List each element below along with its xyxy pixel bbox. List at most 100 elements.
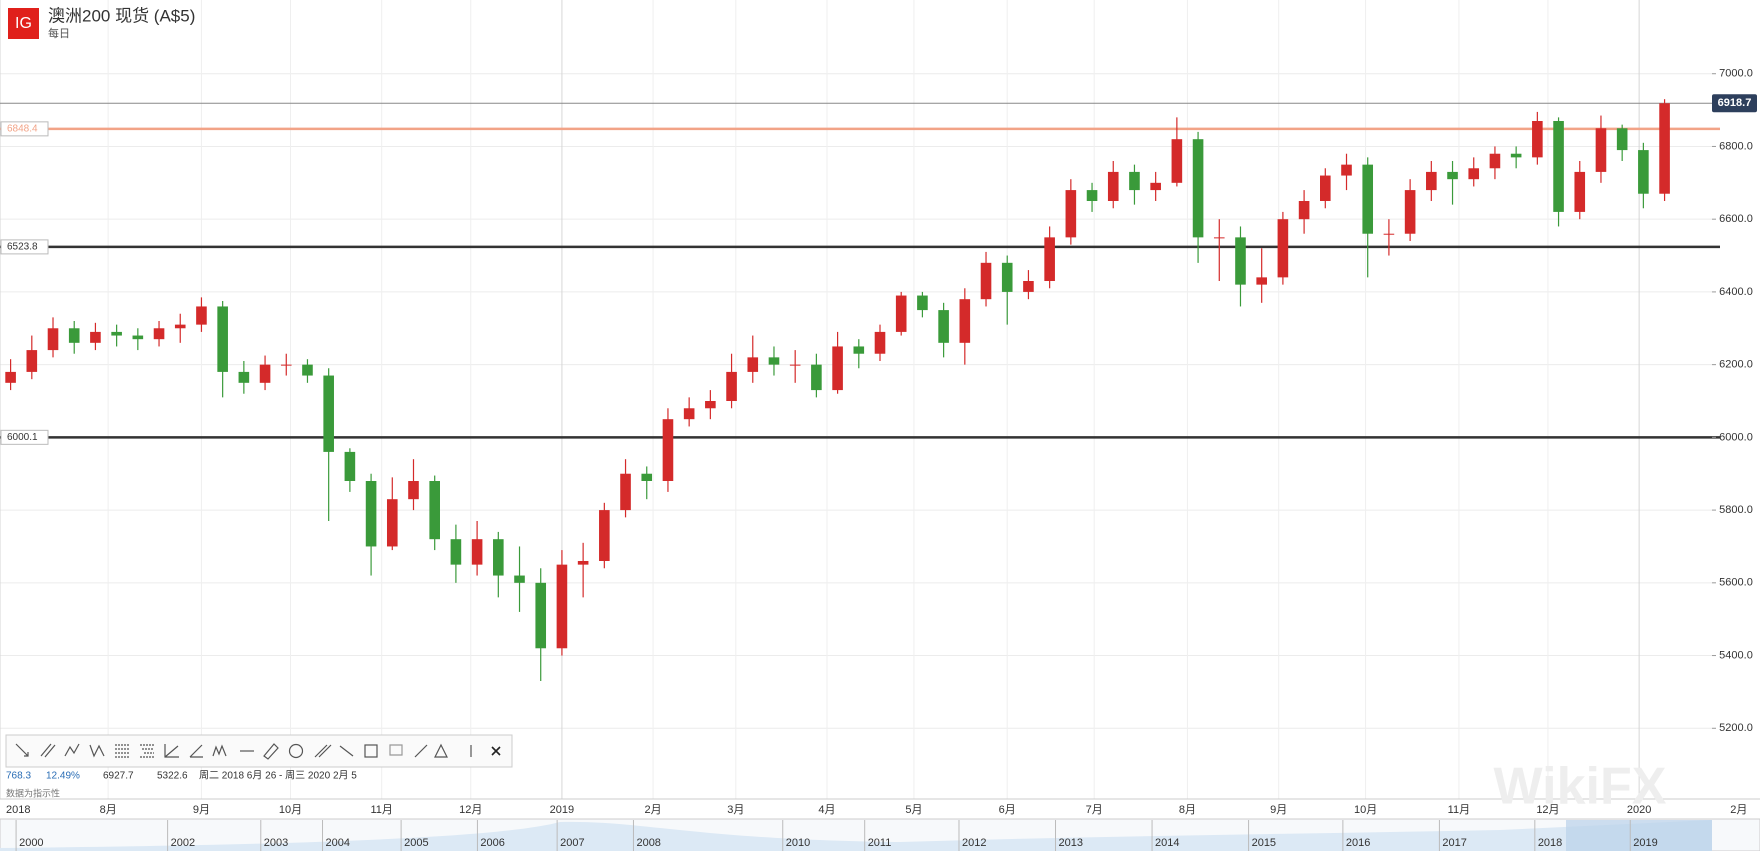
candle-body — [280, 364, 292, 366]
candle-body — [1553, 121, 1564, 212]
candle-body — [1659, 103, 1670, 194]
candle-body — [599, 510, 610, 561]
candle-body — [323, 375, 334, 452]
candle-body — [1383, 233, 1395, 235]
tool-fib-ext[interactable] — [140, 744, 154, 758]
tool-pattern[interactable] — [212, 744, 227, 757]
candle-body — [111, 331, 122, 336]
candle-body — [1447, 171, 1458, 180]
tool-parallel[interactable] — [40, 743, 56, 758]
candle-body — [1235, 237, 1246, 285]
candle-body — [47, 328, 59, 351]
candle-body — [959, 299, 971, 343]
candle-body — [1595, 128, 1607, 172]
x-tick-label: 10月 — [1354, 804, 1377, 816]
candle-body — [217, 306, 228, 372]
y-tick-label: 6400.0 — [1719, 286, 1753, 298]
candle-body — [1616, 128, 1628, 151]
candle-body — [90, 331, 101, 343]
candle-body — [1510, 153, 1522, 158]
candle-body — [5, 371, 16, 383]
candle-body — [1192, 139, 1204, 238]
candle-body — [811, 364, 822, 391]
navigator-year: 2014 — [1155, 837, 1179, 849]
last-price-label: 6918.7 — [1718, 97, 1752, 109]
level-label: 6000.1 — [7, 432, 38, 443]
tool-wave[interactable] — [89, 744, 105, 758]
candle-body — [344, 451, 356, 481]
tool-close[interactable] — [491, 746, 501, 756]
last-price-badge — [1712, 94, 1757, 113]
level-label: 6848.4 — [7, 123, 38, 134]
navigator-year: 2003 — [264, 837, 288, 849]
tool-segment[interactable] — [339, 745, 354, 757]
tool-line[interactable] — [414, 744, 428, 758]
interval: 每日 — [48, 26, 70, 40]
candle-body — [683, 408, 695, 420]
level-label-box — [0, 239, 49, 255]
drawing-toolbar — [5, 734, 513, 768]
candle-body — [620, 473, 631, 511]
navigator-year: 2008 — [636, 837, 660, 849]
stat-range: 周二 2018 6月 26 - 周三 2020 2月 5 — [199, 770, 357, 782]
tool-triangle[interactable] — [434, 743, 448, 758]
x-tick-label: 4月 — [818, 804, 835, 816]
candle-body — [1574, 171, 1586, 212]
y-tick-label: 5600.0 — [1719, 577, 1753, 589]
x-tick-label: 8月 — [1179, 804, 1196, 816]
x-tick-label: 10月 — [279, 804, 302, 816]
candle-body — [1532, 121, 1543, 158]
candle-body — [1171, 139, 1183, 183]
tool-arrow[interactable] — [15, 743, 29, 757]
candle-body — [895, 295, 907, 332]
tool-fib[interactable] — [115, 744, 129, 758]
candle-body — [450, 539, 462, 565]
tool-rect[interactable] — [364, 744, 378, 758]
x-tick-label: 2月 — [1730, 804, 1747, 816]
tool-fan[interactable] — [164, 744, 179, 758]
navigator-year: 2007 — [560, 837, 584, 849]
candle-body — [238, 371, 250, 383]
candle-body — [429, 481, 440, 540]
tool-circle[interactable] — [288, 743, 304, 759]
navigator-year: 2011 — [868, 837, 892, 849]
tool-ruler[interactable] — [263, 743, 279, 760]
candle-body — [1468, 168, 1480, 180]
x-tick-label: 7月 — [1086, 804, 1103, 816]
x-tick-label: 12月 — [1536, 804, 1559, 816]
navigator-year: 2002 — [171, 837, 195, 849]
candle-body — [789, 364, 801, 366]
candle-body — [1044, 237, 1055, 281]
tool-angle[interactable] — [189, 744, 203, 758]
candle-body — [1023, 281, 1034, 292]
candle-body — [1129, 171, 1140, 191]
stat-change: 768.3 — [6, 771, 31, 782]
y-tick-label: 5800.0 — [1719, 504, 1753, 516]
y-tick-label: 7000.0 — [1719, 68, 1753, 80]
navigator-year: 2019 — [1633, 837, 1657, 849]
candle-body — [1341, 164, 1352, 176]
candle-body — [938, 310, 949, 343]
tool-channel[interactable] — [314, 744, 332, 758]
candle-body — [577, 561, 589, 565]
candle-body — [1404, 190, 1416, 234]
candle-body — [535, 582, 547, 649]
x-tick-label: 11月 — [1448, 804, 1470, 816]
x-tick-label: 2019 — [550, 804, 574, 816]
candle-body — [1298, 201, 1310, 220]
toolbar-box — [5, 734, 513, 768]
navigator-year: 2005 — [404, 837, 428, 849]
x-tick-label: 5月 — [905, 804, 922, 816]
y-tick-label: 6200.0 — [1719, 359, 1753, 371]
tool-path[interactable] — [64, 743, 80, 757]
navigator-window[interactable] — [1566, 820, 1712, 851]
y-tick-label: 6000.0 — [1719, 431, 1753, 443]
x-tick-label: 6月 — [999, 804, 1016, 816]
tool-text[interactable] — [389, 744, 403, 756]
level-label-box — [0, 121, 49, 137]
stat-note: 数据为指示性 — [6, 787, 60, 798]
candle-body — [1150, 182, 1161, 191]
navigator-year: 2004 — [326, 837, 350, 849]
x-tick-label: 9月 — [1270, 804, 1287, 816]
